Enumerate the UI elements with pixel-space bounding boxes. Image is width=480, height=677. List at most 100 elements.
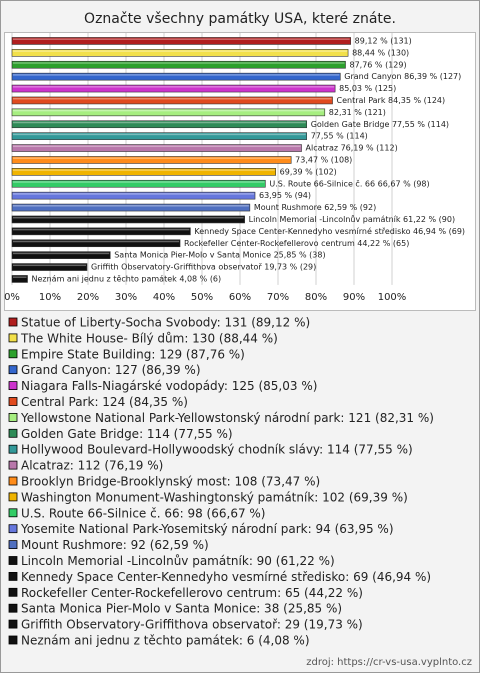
bar-shine: [13, 38, 350, 40]
bar-shine: [13, 276, 27, 278]
data-label: U.S. Route 66-Silnice č. 66 66,67 % (98): [269, 178, 429, 188]
legend-label: Central Park: 124 (84,35 %): [21, 395, 188, 409]
legend-swatch: [8, 492, 18, 502]
legend-swatch: [8, 587, 18, 597]
legend-label: Statue of Liberty-Socha Svobody: 131 (89…: [21, 316, 310, 330]
bar: [11, 84, 336, 93]
legend-label: Niagara Falls-Niagárské vodopády: 125 (8…: [21, 379, 317, 393]
bar-shine: [13, 50, 348, 52]
data-label: 77,55 % (114): [311, 132, 368, 141]
legend-label: Yellowstone National Park-Yellowstonský …: [20, 411, 434, 425]
bar: [11, 275, 28, 283]
legend-swatch: [8, 556, 18, 565]
legend-swatch: [8, 476, 18, 486]
legend-label: U.S. Route 66-Silnice č. 66: 98 (66,67 %…: [21, 506, 265, 520]
bar: [11, 144, 302, 152]
legend-swatch: [8, 572, 18, 581]
bar-shine: [13, 74, 340, 76]
legend-swatch: [8, 412, 18, 422]
bar: [11, 251, 111, 259]
x-tick-label: 60%: [229, 292, 251, 303]
data-label: 87,76 % (129): [349, 60, 406, 69]
bar: [11, 263, 88, 271]
data-label: 69,39 % (102): [280, 167, 337, 176]
legend-label: Empire State Building: 129 (87,76 %): [21, 347, 245, 361]
data-label: Golden Gate Bridge 77,55 % (114): [311, 120, 449, 129]
bar: [11, 132, 307, 140]
x-tick-label: 30%: [115, 292, 137, 303]
bar: [11, 179, 266, 188]
bar: [11, 227, 191, 236]
bar-shine: [13, 264, 86, 267]
legend-label: Alcatraz: 112 (76,19 %): [21, 459, 163, 473]
bar: [11, 37, 351, 45]
x-tick-label: 80%: [305, 292, 327, 303]
legend-swatch: [8, 619, 18, 629]
legend-swatch: [8, 349, 18, 359]
bar-shine: [13, 228, 190, 231]
bar: [11, 203, 251, 212]
bar-shine: [13, 121, 306, 124]
legend-swatch: [8, 428, 18, 438]
legend-label: Neznám ani jednu z těchto památek: 6 (4,…: [21, 634, 310, 648]
bar-shine: [13, 193, 255, 195]
data-label: 73,47 % (108): [295, 155, 352, 164]
legend-label: Grand Canyon: 127 (86,39 %): [21, 363, 201, 377]
bar-shine: [13, 252, 110, 255]
data-label: 88,44 % (130): [352, 48, 409, 57]
legend-label: Rockefeller Center-Rockefellerovo centru…: [21, 586, 363, 600]
x-tick-label: 40%: [153, 292, 175, 303]
legend-swatch: [8, 603, 18, 613]
legend-label: Griffith Observatory-Griffithova observa…: [21, 618, 363, 632]
legend-swatch: [8, 397, 18, 406]
data-label: Grand Canyon 86,39 % (127): [344, 72, 461, 81]
bar-shine: [13, 62, 345, 64]
legend-swatch: [8, 365, 18, 375]
bar-shine: [13, 86, 335, 88]
legend-swatch: [8, 444, 18, 454]
data-label: 82,31 % (121): [329, 108, 386, 117]
data-label: Alcatraz 76,19 % (112): [306, 144, 398, 153]
data-label: 63,95 % (94): [259, 191, 311, 200]
legend-swatch: [8, 540, 18, 549]
data-label: Rockefeller Center-Rockefellerovo centru…: [184, 239, 409, 248]
data-label: Central Park 84,35 % (124): [337, 96, 446, 105]
x-tick-label: 70%: [267, 292, 289, 303]
bar: [11, 156, 292, 164]
data-label: Lincoln Memorial -Lincolnův památník 61,…: [249, 214, 455, 224]
bar-shine: [13, 169, 275, 171]
bar-shine: [13, 133, 306, 136]
data-label: Griffith Observatory-Griffithova observa…: [91, 263, 316, 272]
x-tick-label: 10%: [39, 292, 61, 303]
bar-shine: [13, 216, 244, 219]
data-label: 85,03 % (125): [339, 84, 396, 93]
legend-label: Hollywood Boulevard-Hollywoodský chodník…: [21, 443, 413, 457]
data-label: Mount Rushmore 62,59 % (92): [254, 203, 376, 212]
bar-shine: [13, 109, 324, 112]
legend-swatch: [8, 508, 18, 518]
legend-swatch: [8, 635, 18, 645]
legend-label: Mount Rushmore: 92 (62,59 %): [21, 538, 209, 552]
bar: [11, 215, 245, 224]
legend-label: The White House- Bílý dům: 130 (88,44 %): [20, 331, 278, 345]
data-label: 89,12 % (131): [355, 36, 412, 45]
legend-swatch: [8, 460, 18, 470]
bar-shine: [13, 157, 291, 159]
legend-label: Washington Monument-Washingtonský památn…: [21, 490, 408, 504]
data-label: Santa Monica Pier-Molo v Santa Monice 25…: [114, 251, 325, 260]
bar: [11, 96, 333, 105]
data-label: Kennedy Space Center-Kennedyho vesmírné …: [194, 226, 465, 236]
legend: Statue of Liberty-Socha Svobody: 131 (89…: [8, 316, 434, 648]
bar-shine: [13, 145, 301, 148]
bar-shine: [13, 97, 332, 100]
legend-label: Santa Monica Pier-Molo v Santa Monice: 3…: [21, 602, 342, 616]
x-tick-label: 90%: [343, 292, 365, 303]
plot: 89,12 % (131) 88,44 % (130) 87,76 % (129) G…: [11, 33, 465, 285]
legend-swatch: [8, 333, 18, 343]
x-tick-label: 50%: [191, 292, 213, 303]
bar-shine: [13, 240, 180, 243]
legend-label: Lincoln Memorial -Lincolnův památník: 90…: [21, 554, 335, 568]
legend-label: Yosemite National Park-Yosemitský národn…: [20, 522, 394, 536]
bar: [11, 49, 349, 57]
